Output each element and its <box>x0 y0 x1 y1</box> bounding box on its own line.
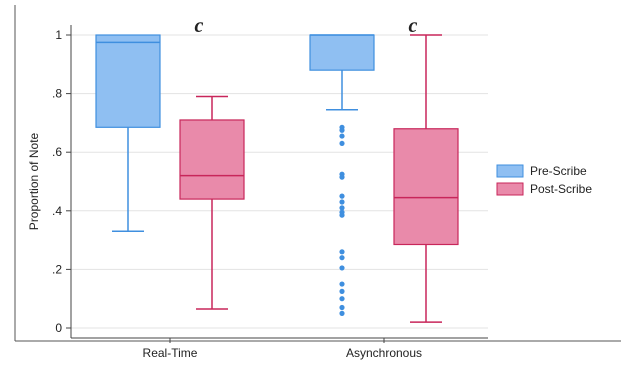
y-tick-label-2: .4 <box>52 204 62 218</box>
outlier-point-pre-scribe-asynchronous-1 <box>339 127 345 133</box>
y-tick-label-5: 1 <box>55 28 62 42</box>
outlier-point-pre-scribe-asynchronous-13 <box>339 265 345 271</box>
box-pre-scribe-real-time <box>95 34 161 128</box>
y-tick-label-3: .6 <box>52 145 62 159</box>
y-tick-label-0: 0 <box>55 321 62 335</box>
y-tick-label-4: .8 <box>52 87 62 101</box>
legend-label-1: Post-Scribe <box>530 182 592 196</box>
outlier-point-pre-scribe-asynchronous-15 <box>339 288 345 294</box>
outlier-point-pre-scribe-asynchronous-17 <box>339 304 345 311</box>
outlier-point-pre-scribe-asynchronous-7 <box>339 199 345 205</box>
outlier-point-pre-scribe-asynchronous-3 <box>339 140 345 147</box>
annotation-1: c <box>409 15 418 37</box>
x-tick-label-0: Real-Time <box>143 346 198 360</box>
box-post-scribe-asynchronous <box>393 128 459 246</box>
box-post-scribe-real-time <box>179 119 245 200</box>
outlier-point-pre-scribe-asynchronous-5 <box>339 174 345 180</box>
outlier-point-pre-scribe-asynchronous-18 <box>339 310 345 316</box>
outlier-point-pre-scribe-asynchronous-2 <box>339 133 345 139</box>
outlier-point-pre-scribe-asynchronous-14 <box>339 281 345 287</box>
outlier-point-pre-scribe-asynchronous-16 <box>339 296 345 302</box>
legend-swatch-0 <box>496 164 524 178</box>
legend-swatch-1 <box>496 182 524 196</box>
x-tick-label-1: Asynchronous <box>346 346 422 360</box>
y-axis-label: Proportion of Note <box>27 132 41 230</box>
box-pre-scribe-asynchronous <box>309 34 375 71</box>
outlier-point-pre-scribe-asynchronous-11 <box>339 249 345 255</box>
y-tick-label-1: .2 <box>52 262 62 276</box>
outlier-point-pre-scribe-asynchronous-10 <box>339 212 345 218</box>
legend-label-0: Pre-Scribe <box>530 164 587 178</box>
outlier-point-pre-scribe-asynchronous-8 <box>339 205 345 211</box>
outlier-point-pre-scribe-asynchronous-12 <box>339 255 345 261</box>
annotation-0: c <box>195 15 204 37</box>
outlier-point-pre-scribe-asynchronous-6 <box>339 193 345 199</box>
